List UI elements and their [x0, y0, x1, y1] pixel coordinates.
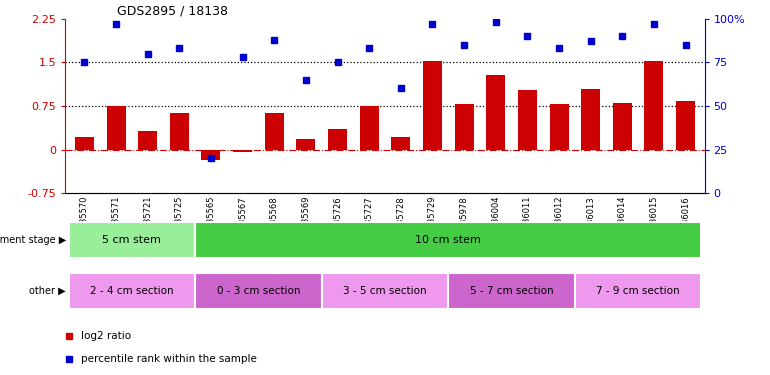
Text: other ▶: other ▶ — [29, 286, 66, 296]
Text: GDS2895 / 18138: GDS2895 / 18138 — [116, 4, 228, 18]
Bar — [202, 150, 220, 160]
Bar — [550, 104, 568, 150]
Bar — [676, 101, 695, 150]
Bar — [423, 61, 442, 150]
Text: 2 - 4 cm section: 2 - 4 cm section — [90, 286, 174, 296]
Bar — [139, 131, 157, 150]
Bar — [69, 273, 195, 309]
Bar — [644, 61, 664, 150]
Bar — [195, 273, 322, 309]
Text: development stage ▶: development stage ▶ — [0, 235, 66, 245]
Text: 0 - 3 cm section: 0 - 3 cm section — [216, 286, 300, 296]
Bar — [391, 137, 410, 150]
Bar — [360, 106, 379, 150]
Text: log2 ratio: log2 ratio — [81, 331, 131, 341]
Text: 7 - 9 cm section: 7 - 9 cm section — [596, 286, 680, 296]
Bar — [75, 137, 94, 150]
Bar — [448, 273, 575, 309]
Text: percentile rank within the sample: percentile rank within the sample — [81, 354, 256, 363]
Bar — [486, 75, 505, 150]
Bar — [265, 114, 284, 150]
Bar — [69, 222, 195, 258]
Bar — [613, 103, 631, 150]
Text: 5 cm stem: 5 cm stem — [102, 235, 162, 245]
Bar — [106, 106, 126, 150]
Text: 10 cm stem: 10 cm stem — [415, 235, 481, 245]
Bar — [581, 88, 600, 150]
Bar — [296, 139, 316, 150]
Bar — [328, 129, 347, 150]
Bar — [454, 104, 474, 150]
Bar — [575, 273, 701, 309]
Bar — [518, 90, 537, 150]
Bar — [322, 273, 448, 309]
Bar — [233, 150, 252, 152]
Text: 3 - 5 cm section: 3 - 5 cm section — [343, 286, 427, 296]
Bar — [195, 222, 701, 258]
Bar — [170, 114, 189, 150]
Text: 5 - 7 cm section: 5 - 7 cm section — [470, 286, 554, 296]
